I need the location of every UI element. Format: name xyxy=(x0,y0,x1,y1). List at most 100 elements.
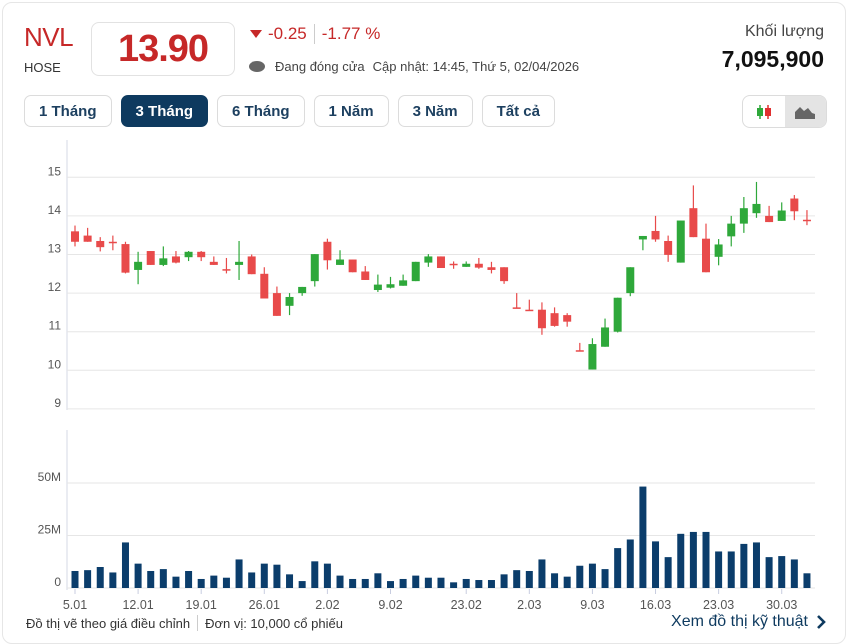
candle-down xyxy=(500,267,509,282)
volume-bar xyxy=(286,574,294,588)
divider xyxy=(313,24,315,44)
x-tick-label: 2.02 xyxy=(315,598,339,612)
candle-up xyxy=(134,261,143,270)
area-chart-button[interactable] xyxy=(784,96,826,127)
volume-bar xyxy=(652,541,660,588)
candle-up xyxy=(184,251,193,258)
volume-bar xyxy=(349,578,357,588)
volume-bar xyxy=(210,575,218,588)
candle-up xyxy=(588,344,597,370)
candle-up xyxy=(159,258,168,265)
candle-down xyxy=(575,350,584,352)
volume-bar xyxy=(513,570,521,588)
candle-down xyxy=(802,219,811,222)
volume-bar xyxy=(222,577,230,588)
volume-bar xyxy=(298,581,306,588)
candle-down xyxy=(348,259,357,273)
change-value: -0.25 xyxy=(268,24,307,43)
price-tick-label: 10 xyxy=(48,357,62,371)
volume-bar xyxy=(664,557,672,588)
volume-bar xyxy=(159,569,167,588)
candle-down xyxy=(171,256,180,263)
candle-up xyxy=(310,254,319,282)
candlestick-button[interactable] xyxy=(743,96,785,127)
volume-bar xyxy=(235,559,243,588)
volume-bar xyxy=(71,570,79,588)
candle-up xyxy=(285,296,294,306)
price-change: -0.25 -1.77 % xyxy=(250,24,380,44)
volume-bar xyxy=(424,577,432,588)
range-1-month[interactable]: 1 Tháng xyxy=(24,95,112,127)
volume-bar xyxy=(551,573,559,588)
price-tick-label: 13 xyxy=(48,242,62,256)
volume-bar xyxy=(84,570,92,588)
volume-bar xyxy=(96,567,104,588)
candle-up xyxy=(727,223,736,237)
candle-up xyxy=(777,210,786,221)
candle-up xyxy=(235,261,244,265)
volume-bar xyxy=(462,578,470,588)
price-tick-label: 15 xyxy=(48,164,62,178)
price-tick-label: 12 xyxy=(48,280,62,294)
candle-down xyxy=(260,273,269,299)
range-3-years[interactable]: 3 Năm xyxy=(397,95,473,127)
volume-bar xyxy=(702,531,710,588)
volume-tick-label: 0 xyxy=(54,575,61,589)
candle-down xyxy=(664,240,673,255)
volume-bar xyxy=(147,570,155,588)
price-tick-label: 9 xyxy=(54,396,61,410)
x-tick-label: 23.03 xyxy=(703,598,734,612)
volume-bar xyxy=(109,572,117,588)
volume-bar xyxy=(752,542,760,588)
candle-down xyxy=(790,198,799,212)
exchange-label: HOSE xyxy=(24,60,61,75)
volume-bar xyxy=(311,561,319,588)
area-chart-icon xyxy=(795,106,816,119)
range-6-months[interactable]: 6 Tháng xyxy=(217,95,305,127)
x-tick-label: 30.03 xyxy=(766,598,797,612)
volume-bar xyxy=(727,551,735,588)
volume-tick-label: 50M xyxy=(38,470,61,484)
candle-down xyxy=(512,307,521,309)
volume-bar xyxy=(361,578,369,588)
volume-bar xyxy=(803,573,811,588)
candle-down xyxy=(96,240,105,248)
volume-bar xyxy=(248,572,256,588)
volume-bar xyxy=(437,577,445,588)
x-tick-label: 2.03 xyxy=(517,598,541,612)
volume-bar xyxy=(715,551,723,588)
candle-down xyxy=(222,269,231,271)
x-tick-label: 19.01 xyxy=(186,598,217,612)
candlestick-icon xyxy=(756,104,771,119)
volume-bar xyxy=(450,582,458,588)
candle-down xyxy=(436,256,445,269)
volume-bar xyxy=(134,563,142,588)
chart-type-toggle xyxy=(742,95,827,128)
volume-bar xyxy=(790,559,798,588)
candle-down xyxy=(323,241,332,261)
candle-down xyxy=(272,293,281,316)
candle-down xyxy=(651,230,660,240)
price-tick-label: 11 xyxy=(49,319,62,333)
current-price: 13.90 xyxy=(91,22,235,76)
candle-up xyxy=(626,267,635,294)
candle-down xyxy=(487,267,496,270)
candle-down xyxy=(525,309,534,312)
volume-bar xyxy=(475,580,483,588)
range-all[interactable]: Tất cả xyxy=(481,95,555,127)
candle-down xyxy=(550,313,559,326)
range-1-year[interactable]: 1 Năm xyxy=(313,95,389,127)
range-3-months[interactable]: 3 Tháng xyxy=(120,95,209,127)
candle-up xyxy=(714,244,723,257)
candle-down xyxy=(474,263,483,268)
volume-bar xyxy=(689,531,697,588)
candle-down xyxy=(247,256,256,275)
volume-bar xyxy=(412,575,420,588)
volume-bar xyxy=(323,563,331,588)
unit-note: Đơn vị: 10,000 cổ phiếu xyxy=(205,615,343,631)
volume-bar xyxy=(487,580,495,588)
technical-chart-link[interactable]: Xem đồ thị kỹ thuật xyxy=(671,613,826,631)
ticker-symbol: NVL xyxy=(24,22,74,52)
x-tick-label: 23.02 xyxy=(451,598,482,612)
